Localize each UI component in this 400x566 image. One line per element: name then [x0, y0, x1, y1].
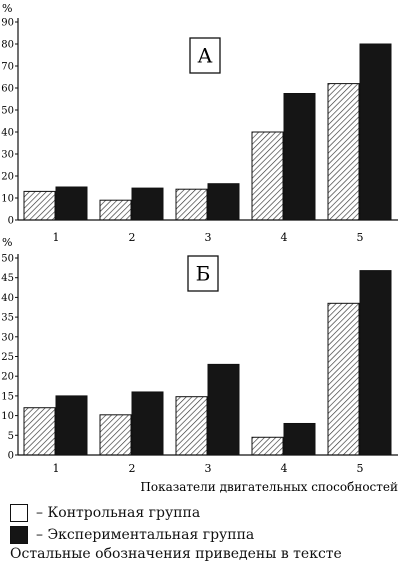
- y-tick-label: 40: [1, 128, 14, 139]
- y-tick-label: 20: [1, 372, 14, 383]
- footnote: Остальные обозначения приведены в тексте: [10, 546, 342, 562]
- x-tick-label: 3: [205, 462, 212, 475]
- y-tick-label: 30: [1, 150, 14, 161]
- bar-experimental: [207, 363, 240, 456]
- x-tick-label: 3: [205, 231, 212, 244]
- y-tick-label: 70: [1, 62, 14, 73]
- bar-experimental: [131, 391, 164, 456]
- x-tick-label: 1: [53, 462, 60, 475]
- y-tick-label: 10: [1, 194, 14, 205]
- x-tick-label: 4: [281, 231, 288, 244]
- bar-control: [251, 131, 284, 221]
- bar-control: [23, 407, 56, 456]
- bar-experimental: [283, 422, 316, 456]
- x-axis-label: Показатели двигательных способностей: [140, 480, 398, 494]
- bar-experimental: [207, 183, 240, 221]
- y-tick-label: 45: [1, 273, 14, 284]
- bar-experimental: [283, 93, 316, 221]
- x-tick-label: 1: [53, 231, 60, 244]
- y-tick-label: 35: [1, 313, 14, 324]
- y-tick-label: 10: [1, 411, 14, 422]
- bar-control: [99, 199, 132, 221]
- y-tick-label: 80: [1, 40, 14, 51]
- bar-control: [99, 414, 132, 456]
- bar-experimental: [359, 43, 392, 221]
- x-tick-label: 5: [357, 231, 364, 244]
- y-tick-label: 40: [1, 293, 14, 304]
- legend-dash: –: [36, 505, 43, 521]
- panel-label-box: [187, 255, 219, 292]
- panel-label: Б: [196, 262, 211, 286]
- y-tick-label: 25: [1, 352, 14, 363]
- legend-item-experimental: – Экспериментальная группа: [10, 526, 254, 544]
- y-tick-label: 50: [1, 254, 14, 265]
- y-tick-label: 90: [1, 18, 14, 29]
- y-tick-label: 20: [1, 172, 14, 183]
- bar-experimental: [55, 186, 88, 221]
- chart-panel-1: 0 10 20 30 40 50 60 70 80 90% 1 2 3 4 5 А: [1, 2, 398, 244]
- bar-experimental: [359, 270, 392, 456]
- y-tick-label: 60: [1, 84, 14, 95]
- x-tick-label: 2: [129, 231, 136, 244]
- x-tick-label: 2: [129, 462, 136, 475]
- legend-label-control: Контрольная группа: [47, 505, 201, 521]
- bar-experimental: [131, 187, 164, 221]
- bar-control: [251, 436, 284, 456]
- x-tick-label: 4: [281, 462, 288, 475]
- legend-item-control: – Контрольная группа: [10, 504, 200, 522]
- bar-control: [175, 396, 208, 456]
- legend-label-experimental: Экспериментальная группа: [47, 527, 255, 543]
- bar-control: [23, 190, 56, 221]
- bar-control: [327, 302, 360, 456]
- y-tick-label: 5: [8, 431, 14, 442]
- panel-label: А: [197, 44, 212, 68]
- bar-experimental: [55, 395, 88, 456]
- y-tick-label: 0: [8, 216, 14, 227]
- y-tick-label: 0: [8, 451, 14, 462]
- x-tick-label: 5: [357, 462, 364, 475]
- legend-dash: –: [36, 527, 43, 543]
- legend-swatch-control: [10, 504, 28, 522]
- y-tick-label: 50: [1, 106, 14, 117]
- panel-label-box: [189, 37, 221, 74]
- y-unit-label: %: [2, 236, 12, 249]
- bar-control: [175, 188, 208, 221]
- y-tick-label: 15: [1, 391, 14, 402]
- legend-swatch-experimental: [10, 526, 28, 544]
- y-unit-label: %: [2, 2, 12, 15]
- bar-control: [327, 83, 360, 221]
- y-tick-label: 30: [1, 332, 14, 343]
